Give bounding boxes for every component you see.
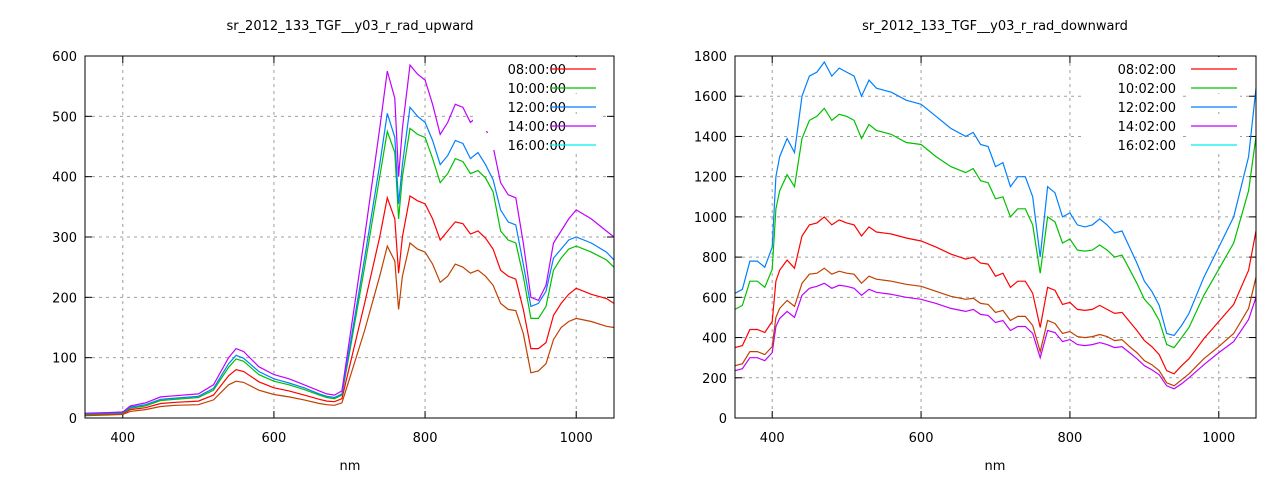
x-tick-label: 600	[262, 431, 287, 446]
series-line-100200	[734, 107, 1257, 349]
legend-bg	[1083, 76, 1183, 93]
legend-bg	[1188, 114, 1240, 131]
legend-label: 12:00:00	[508, 101, 566, 116]
legend-label: 16:00:00	[508, 139, 566, 154]
legend-bg	[547, 133, 599, 150]
y-tick-label: 0	[69, 412, 77, 427]
y-tick-label: 200	[702, 372, 727, 387]
legend-bg	[547, 57, 599, 74]
legend-label: 08:02:00	[1118, 63, 1176, 78]
y-tick-label: 300	[52, 231, 77, 246]
y-tick-label: 400	[702, 332, 727, 347]
x-tick-label: 800	[413, 431, 438, 446]
legend-label: 10:00:00	[508, 82, 566, 97]
x-axis-label: nm	[985, 459, 1006, 474]
legend-bg	[1188, 95, 1240, 112]
series-line-140200	[734, 282, 1257, 390]
y-tick-label: 1400	[694, 130, 727, 145]
x-tick-label: 600	[909, 431, 934, 446]
y-tick-label: 600	[52, 50, 77, 65]
y-tick-label: 400	[52, 171, 77, 186]
legend-bg	[1188, 57, 1240, 74]
series-line-160000	[84, 241, 615, 417]
legend-label: 10:02:00	[1118, 82, 1176, 97]
series-line-140000	[84, 63, 615, 414]
y-tick-label: 100	[52, 352, 77, 367]
legend-bg	[1083, 114, 1183, 131]
y-tick-label: 1200	[694, 171, 727, 186]
legend-bg	[547, 95, 599, 112]
legend-bg	[1083, 95, 1183, 112]
y-tick-label: 200	[52, 291, 77, 306]
y-tick-label: 800	[702, 251, 727, 266]
legend-bg	[1083, 57, 1183, 74]
y-tick-label: 0	[719, 412, 727, 427]
plot-border	[734, 55, 1257, 419]
y-tick-label: 1600	[694, 90, 727, 105]
legend-bg	[1083, 133, 1183, 150]
upward-radiance-chart: sr_2012_133_TGF__y03_r_rad_upward nm 0 10…	[52, 19, 615, 474]
series-line-120200	[734, 60, 1257, 337]
legend-bg	[1188, 133, 1240, 150]
y-tick-label: 1800	[694, 50, 727, 65]
y-tick-label: 500	[52, 110, 77, 125]
x-tick-label: 800	[1058, 431, 1083, 446]
y-tick-label: 600	[702, 291, 727, 306]
y-tick-label: 1000	[694, 211, 727, 226]
series-line-080000	[84, 195, 615, 416]
legend-label: 08:00:00	[508, 63, 566, 78]
downward-radiance-chart: sr_2012_133_TGF__y03_r_rad_downward nm 0…	[694, 19, 1257, 474]
series-line-120000	[84, 105, 615, 415]
x-tick-label: 400	[760, 431, 785, 446]
plot-border	[84, 55, 615, 419]
x-axis-label: nm	[340, 459, 361, 474]
legend-label: 14:00:00	[508, 120, 566, 135]
legend-bg	[547, 114, 599, 131]
legend-label: 16:02:00	[1118, 139, 1176, 154]
x-tick-label: 1000	[560, 431, 593, 446]
series-line-100000	[84, 127, 615, 415]
legend-label: 12:02:00	[1118, 101, 1176, 116]
x-tick-label: 400	[110, 431, 135, 446]
series-line-080200	[734, 216, 1257, 375]
x-tick-label: 1000	[1202, 431, 1235, 446]
legend-bg	[1188, 76, 1240, 93]
legend-label: 14:02:00	[1118, 120, 1176, 135]
series-line-160200	[734, 267, 1257, 387]
legend-bg	[547, 76, 599, 93]
chart-title: sr_2012_133_TGF__y03_r_rad_downward	[862, 19, 1128, 34]
chart-title: sr_2012_133_TGF__y03_r_rad_upward	[226, 19, 473, 34]
